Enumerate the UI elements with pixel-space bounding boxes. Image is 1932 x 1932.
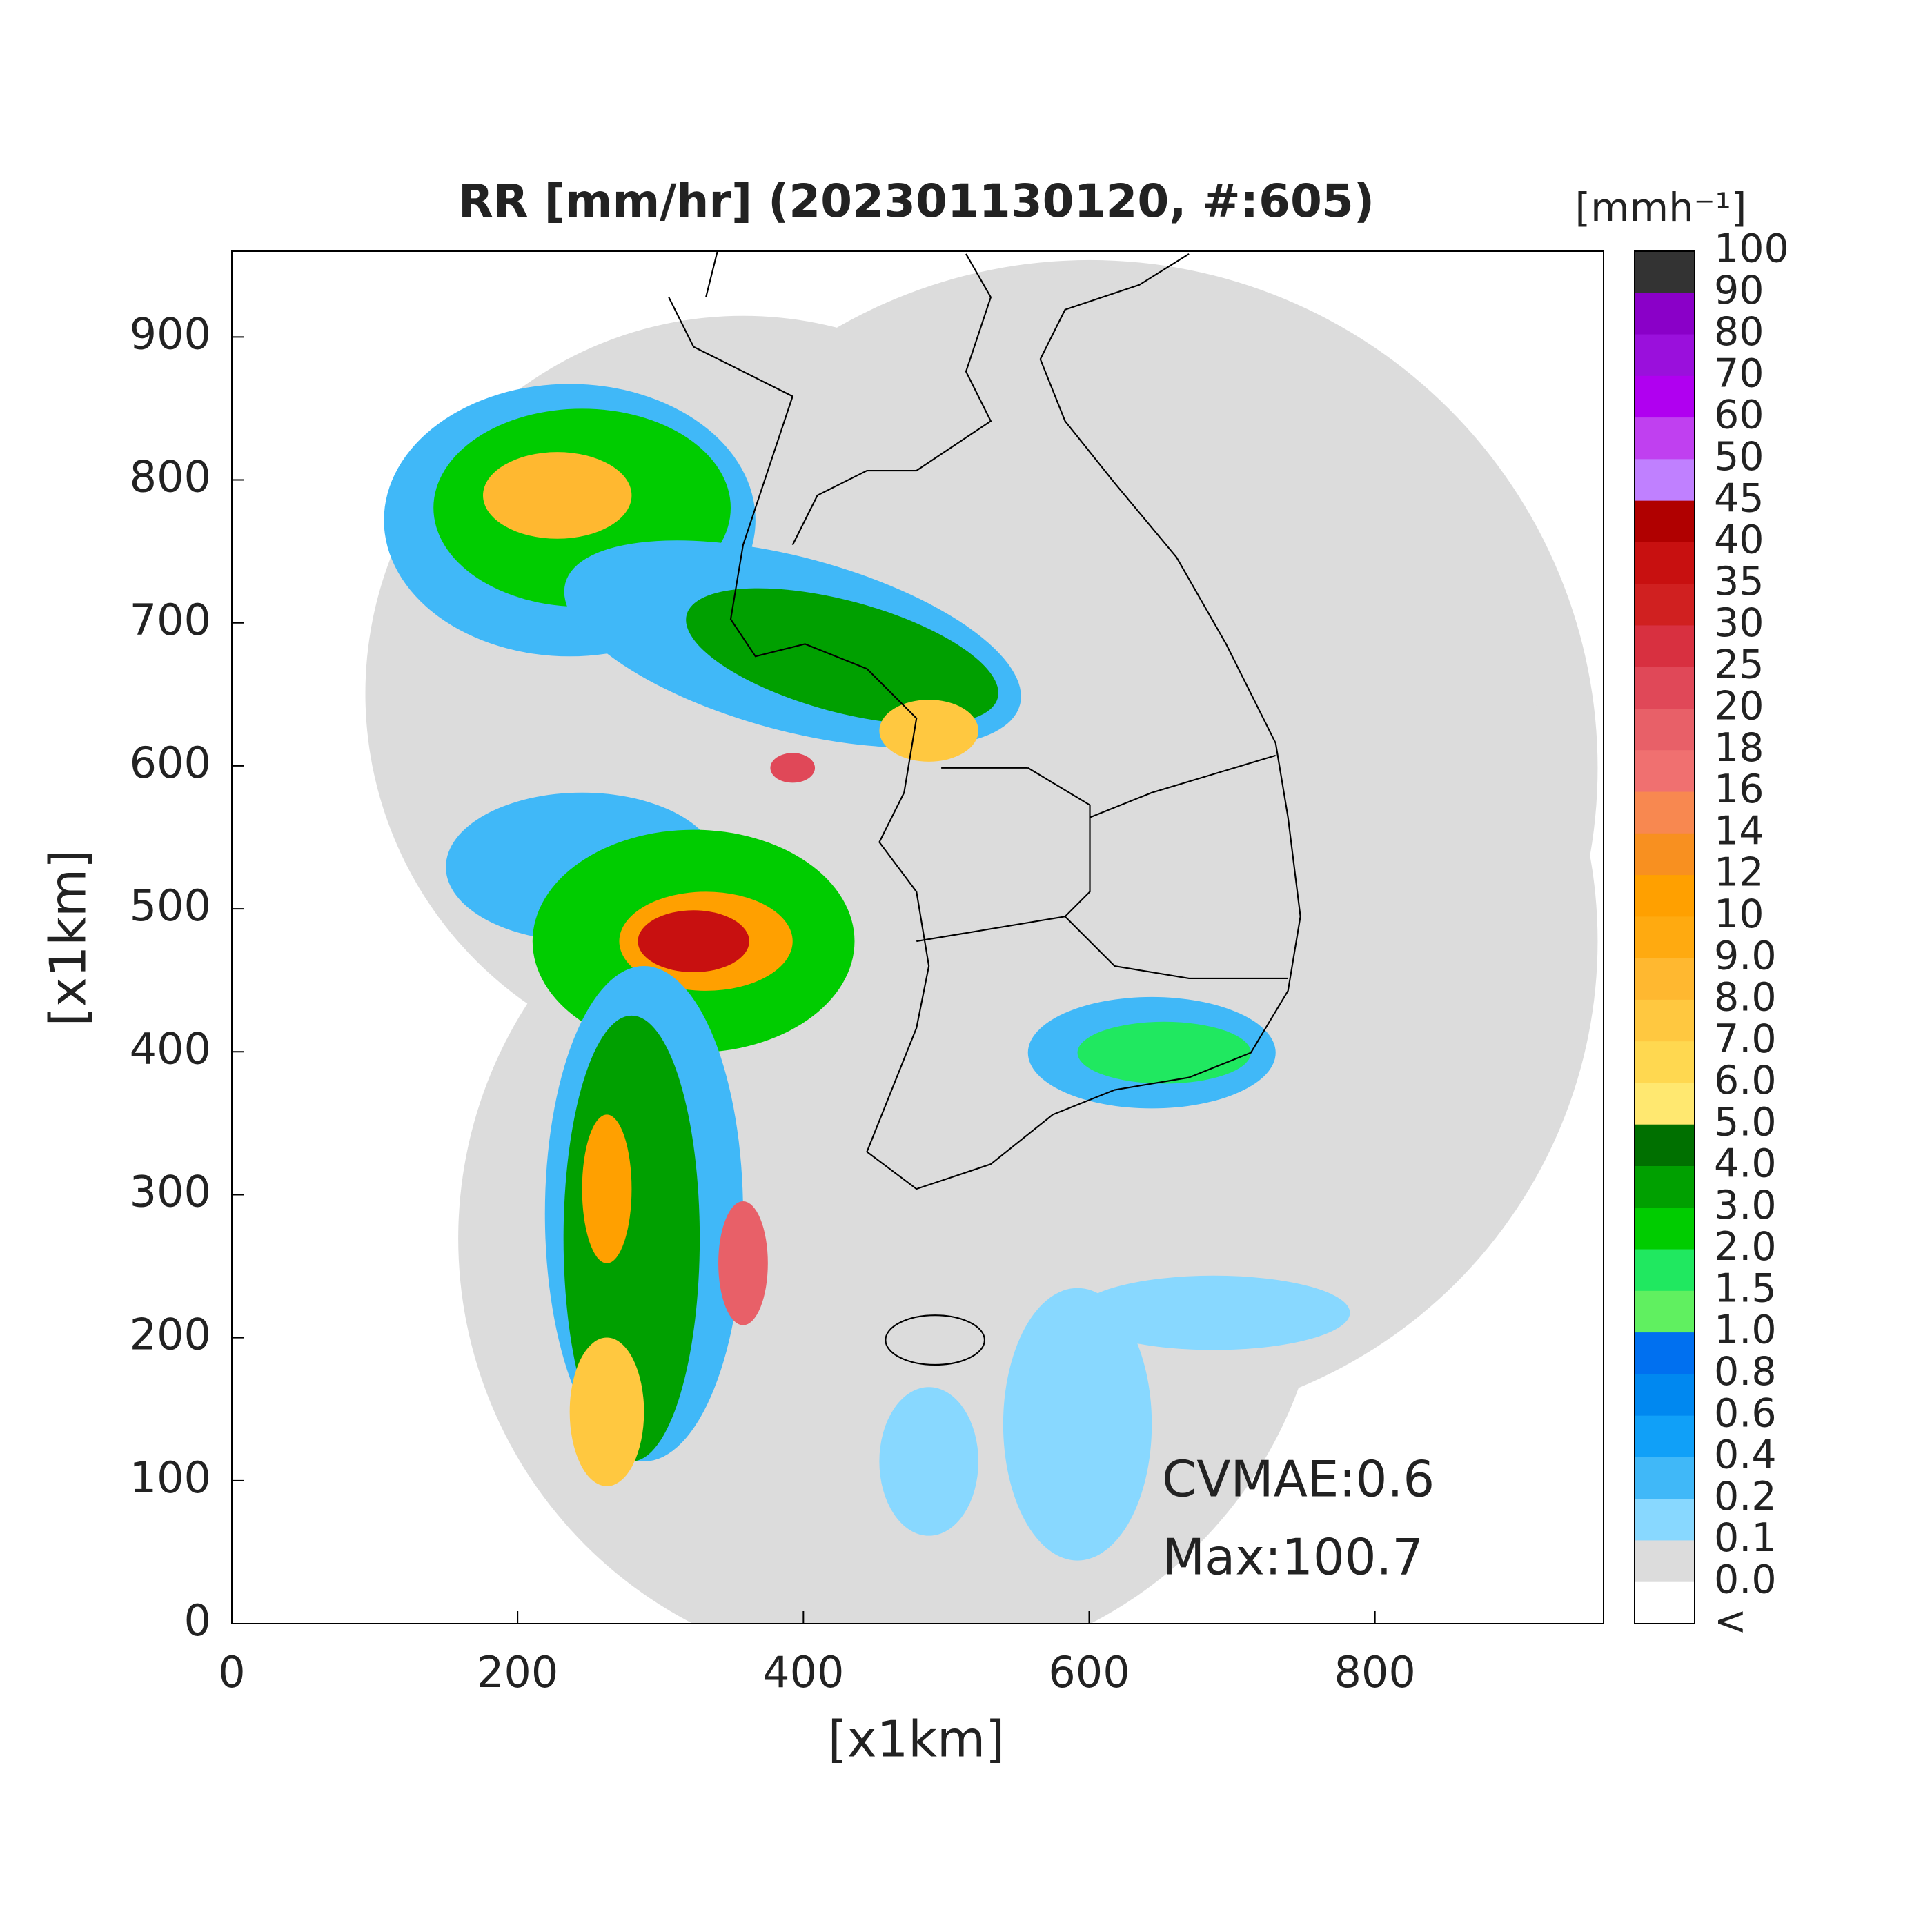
x-tick-label: 400 [762,1647,844,1697]
colorbar-segment [1635,1124,1695,1167]
colorbar-label: 3.0 [1714,1183,1777,1228]
colorbar-label: 2.0 [1714,1224,1777,1270]
colorbar-segment [1635,999,1695,1042]
colorbar-label: 45 [1714,475,1764,521]
colorbar-segment [1635,916,1695,959]
colorbar-segment [1635,542,1695,584]
colorbar-segment [1635,1540,1695,1583]
colorbar-segment [1635,1457,1695,1499]
colorbar-label: 70 [1714,351,1764,396]
colorbar-segment [1635,1083,1695,1125]
colorbar-label: 1.0 [1714,1308,1777,1353]
annotation: CVMAE:0.6 [1162,1450,1435,1508]
colorbar-segment [1635,459,1695,502]
colorbar-label: 10 [1714,891,1764,937]
y-tick-label: 700 [130,595,211,645]
colorbar-label: 4.0 [1714,1141,1777,1187]
colorbar-segment [1635,1415,1695,1458]
colorbar-segment [1635,1249,1695,1292]
x-tick-label: 200 [477,1647,558,1697]
x-tick-label: 0 [218,1647,245,1697]
colorbar-segment [1635,1166,1695,1208]
colorbar-segment [1635,1332,1695,1374]
colorbar-label: 60 [1714,393,1764,438]
colorbar-segment [1635,750,1695,793]
colorbar-unit: [mmh⁻¹] [1575,184,1747,231]
y-tick-label: 900 [130,308,211,359]
colorbar-label: 6.0 [1714,1058,1777,1103]
y-axis-label: [x1km] [39,849,97,1026]
colorbar-label: 90 [1714,268,1764,313]
colorbar-segment [1635,958,1695,1000]
colorbar-label: 50 [1714,434,1764,480]
colorbar-segment [1635,1208,1695,1250]
y-tick-label: 0 [184,1595,211,1646]
plot-frame [231,250,1604,1624]
colorbar-segment [1635,1041,1695,1083]
colorbar-segment [1635,709,1695,751]
colorbar-label: 5.0 [1714,1099,1777,1145]
colorbar-label: 100 [1714,226,1789,272]
colorbar-label: 1.5 [1714,1265,1777,1311]
colorbar-label: < [1714,1599,1747,1644]
colorbar-label: 0.2 [1714,1474,1777,1519]
colorbar-label: 7.0 [1714,1016,1777,1062]
colorbar-frame [1634,250,1695,1624]
x-tick-label: 600 [1048,1647,1130,1697]
radar-field [365,251,1598,1624]
colorbar-label: 25 [1714,642,1764,687]
colorbar-label: 16 [1714,767,1764,812]
colorbar-segment [1635,625,1695,668]
colorbar-segment [1635,584,1695,626]
colorbar-segment [1635,417,1695,460]
colorbar-label: 30 [1714,600,1764,646]
colorbar-segment [1635,667,1695,709]
colorbar-label: 12 [1714,850,1764,896]
chart-title: RR [mm/hr] (202301130120, #:605) [458,175,1374,228]
colorbar-label: 0.1 [1714,1515,1777,1561]
y-tick-label: 500 [130,880,211,931]
y-tick-label: 200 [130,1310,211,1360]
colorbar-segment [1635,1290,1695,1333]
coastline [668,251,1301,1366]
colorbar-segment [1635,1374,1695,1417]
colorbar-segment [1635,833,1695,876]
colorbar-segment [1635,293,1695,335]
colorbar-segment [1635,334,1695,377]
colorbar-label: 8.0 [1714,975,1777,1021]
colorbar-label: 0.0 [1714,1557,1777,1602]
annotation: Max:100.7 [1162,1528,1423,1586]
y-tick-label: 300 [130,1167,211,1217]
colorbar-segment [1635,500,1695,543]
colorbar-label: 35 [1714,559,1764,604]
y-tick-label: 400 [130,1023,211,1074]
colorbar-label: 80 [1714,309,1764,355]
colorbar-segment [1635,251,1695,293]
x-tick-label: 800 [1334,1647,1415,1697]
x-axis-label: [x1km] [828,1711,1005,1768]
colorbar-segment [1635,375,1695,418]
rain-echoes [384,384,1350,1561]
colorbar-label: 14 [1714,808,1764,854]
colorbar-label: 40 [1714,518,1764,563]
colorbar-segment [1635,1499,1695,1541]
y-tick-label: 100 [130,1452,211,1503]
y-tick-label: 600 [130,738,211,788]
colorbar-label: 0.4 [1714,1432,1777,1478]
colorbar-segment [1635,791,1695,834]
colorbar-label: 18 [1714,725,1764,771]
colorbar-segment [1635,1581,1695,1624]
y-tick-label: 800 [130,452,211,502]
colorbar-label: 9.0 [1714,933,1777,978]
colorbar-label: 20 [1714,684,1764,729]
colorbar-segment [1635,875,1695,917]
colorbar-label: 0.6 [1714,1390,1777,1436]
colorbar-label: 0.8 [1714,1349,1777,1394]
